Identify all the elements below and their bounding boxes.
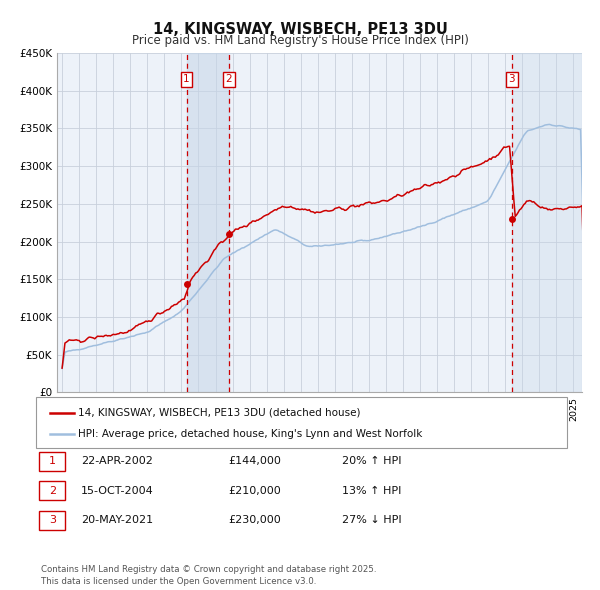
Text: 1: 1: [49, 457, 56, 466]
Text: £230,000: £230,000: [228, 516, 281, 525]
Text: 2: 2: [49, 486, 56, 496]
Text: 1: 1: [183, 74, 190, 84]
Text: 3: 3: [508, 74, 515, 84]
Text: 14, KINGSWAY, WISBECH, PE13 3DU: 14, KINGSWAY, WISBECH, PE13 3DU: [152, 22, 448, 37]
Text: 3: 3: [49, 516, 56, 525]
Text: Price paid vs. HM Land Registry's House Price Index (HPI): Price paid vs. HM Land Registry's House …: [131, 34, 469, 47]
Text: 14, KINGSWAY, WISBECH, PE13 3DU (detached house): 14, KINGSWAY, WISBECH, PE13 3DU (detache…: [78, 408, 361, 418]
Text: HPI: Average price, detached house, King's Lynn and West Norfolk: HPI: Average price, detached house, King…: [78, 429, 422, 439]
Text: 15-OCT-2004: 15-OCT-2004: [81, 486, 154, 496]
Text: 22-APR-2002: 22-APR-2002: [81, 457, 153, 466]
Bar: [187, 53, 229, 392]
Text: £210,000: £210,000: [228, 486, 281, 496]
Text: £144,000: £144,000: [228, 457, 281, 466]
Bar: [512, 53, 582, 392]
Text: Contains HM Land Registry data © Crown copyright and database right 2025.
This d: Contains HM Land Registry data © Crown c…: [41, 565, 376, 586]
Text: 2: 2: [226, 74, 232, 84]
Text: 13% ↑ HPI: 13% ↑ HPI: [342, 486, 401, 496]
Text: 27% ↓ HPI: 27% ↓ HPI: [342, 516, 401, 525]
Text: 20% ↑ HPI: 20% ↑ HPI: [342, 457, 401, 466]
Text: 20-MAY-2021: 20-MAY-2021: [81, 516, 153, 525]
